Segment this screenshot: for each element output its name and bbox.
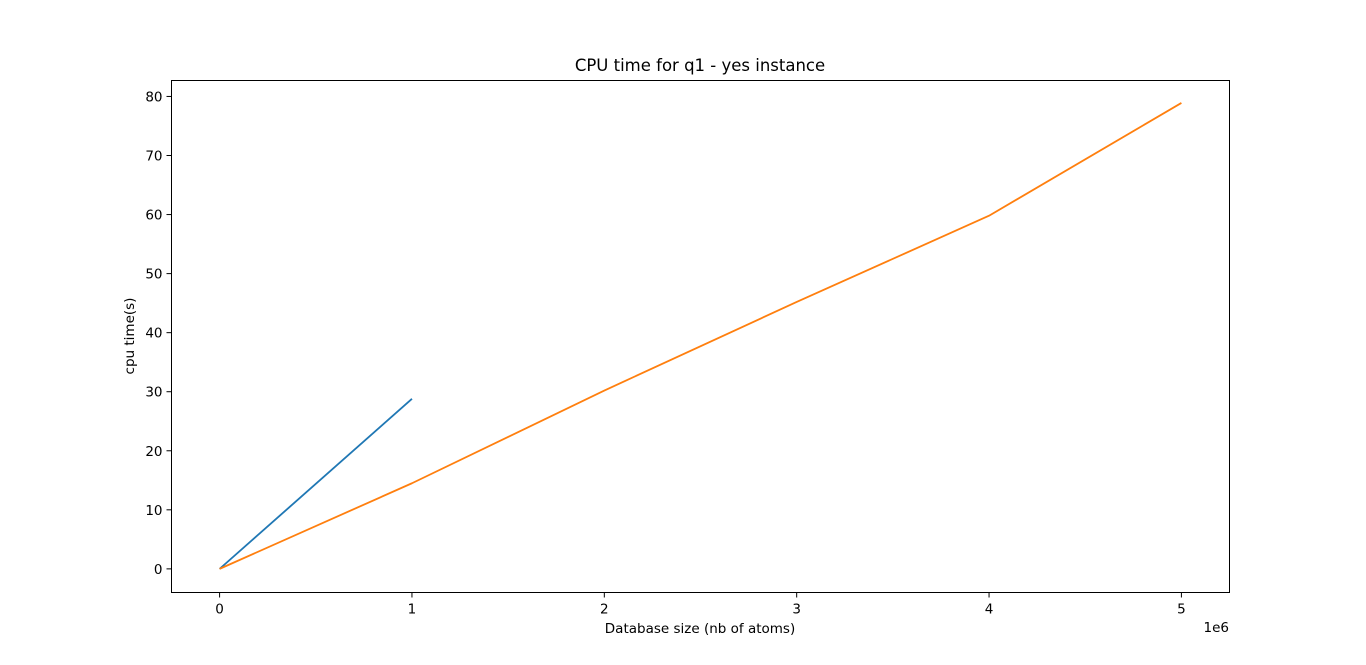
x-tick-label: 3 (792, 602, 801, 618)
x-axis: 0 1 2 3 4 5 (215, 592, 1186, 618)
y-tick-label: 50 (145, 267, 162, 283)
y-tick-label: 20 (145, 444, 162, 460)
x-tick-label: 5 (1177, 602, 1186, 618)
y-tick-label: 30 (145, 385, 162, 401)
series-layer (218, 102, 1182, 570)
x-tick-label: 0 (215, 602, 224, 618)
series-line-1 (218, 398, 413, 570)
y-tick-label: 40 (145, 326, 162, 342)
plot-area-frame (171, 80, 1230, 593)
y-axis: 0 10 20 30 40 50 60 70 80 (145, 89, 172, 578)
series-line-2 (219, 102, 1182, 570)
y-tick-label: 0 (154, 562, 163, 578)
x-axis-label: Database size (nb of atoms) (605, 621, 795, 637)
y-tick-label: 10 (145, 503, 162, 519)
x-tick-label: 4 (985, 602, 994, 618)
x-tick-label: 2 (600, 602, 609, 618)
y-axis-label: cpu time(s) (122, 298, 138, 375)
x-tick-label: 1 (408, 602, 417, 618)
chart-title: CPU time for q1 - yes instance (575, 56, 825, 75)
x-offset-label: 1e6 (1204, 620, 1229, 636)
y-tick-label: 80 (145, 89, 162, 105)
y-tick-label: 70 (145, 148, 162, 164)
y-tick-label: 60 (145, 208, 162, 224)
